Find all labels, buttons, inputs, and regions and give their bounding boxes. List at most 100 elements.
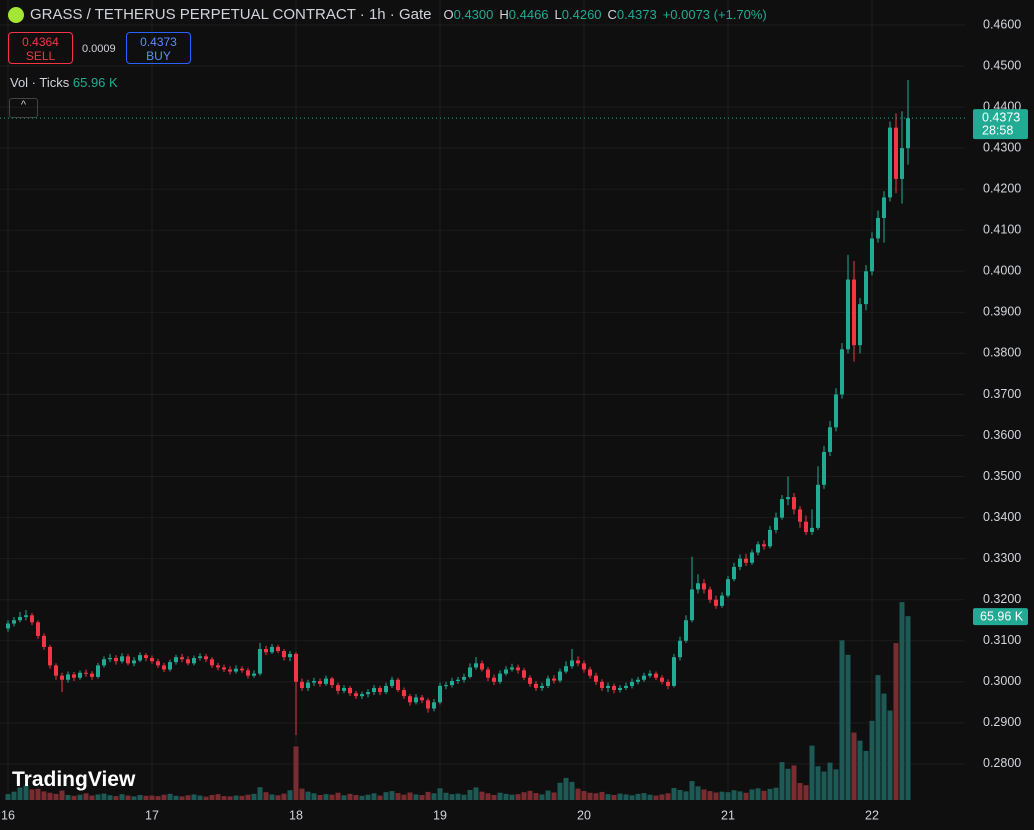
y-tick-label: 0.3000 <box>983 674 1021 688</box>
volume-bar <box>623 794 629 800</box>
volume-bar <box>5 794 11 800</box>
volume-bar <box>293 746 299 800</box>
volume-bar <box>545 790 551 800</box>
candle-body <box>270 646 274 653</box>
candle-body <box>258 648 262 674</box>
candle-body <box>528 677 532 684</box>
volume-bar <box>83 793 89 800</box>
candle-body <box>492 677 496 682</box>
candle-body <box>498 673 502 682</box>
candle-body <box>774 517 778 530</box>
candle-body <box>714 599 718 606</box>
candle-body <box>102 659 106 666</box>
candle-body <box>234 668 238 672</box>
candle-body <box>150 658 154 662</box>
volume-bar <box>329 794 335 800</box>
volume-bar <box>149 795 155 800</box>
y-tick-label: 0.2900 <box>983 715 1021 729</box>
candle-body <box>132 660 136 664</box>
volume-bar <box>731 790 737 800</box>
candle-body <box>426 700 430 709</box>
volume-bar <box>377 795 383 800</box>
y-tick-label: 0.3300 <box>983 551 1021 565</box>
candle-body <box>558 671 562 681</box>
candle-body <box>654 673 658 678</box>
volume-bar <box>473 787 479 800</box>
volume-bar <box>539 794 545 800</box>
candle-body <box>246 670 250 676</box>
volume-bar <box>671 788 677 800</box>
volume-bar <box>29 789 35 800</box>
ohlc-value: 0.4300 <box>453 7 494 22</box>
volume-bar <box>857 740 863 800</box>
candle-body <box>846 279 850 350</box>
candle-body <box>210 659 214 666</box>
candle-body <box>594 675 598 682</box>
candle-body <box>522 670 526 678</box>
candle-body <box>282 651 286 658</box>
volume-bar <box>203 796 209 800</box>
candle-body <box>114 658 118 662</box>
volume-bar <box>527 790 533 800</box>
candle-body <box>186 659 190 664</box>
volume-bar <box>143 795 149 800</box>
volume-bar <box>695 786 701 800</box>
candle-body <box>204 656 208 660</box>
candle-body <box>120 656 124 662</box>
candle-body <box>666 681 670 686</box>
volume-bar <box>383 792 389 800</box>
volume-bar <box>767 788 773 800</box>
volume-bar <box>95 794 101 800</box>
candle-body <box>138 655 142 661</box>
candle-body <box>882 197 886 218</box>
y-tick-label: 0.4300 <box>983 140 1021 154</box>
candle-body <box>438 685 442 703</box>
volume-bar <box>389 791 395 800</box>
ohlc-value: 0.4260 <box>561 7 602 22</box>
sell-button[interactable]: 0.4364 SELL <box>8 32 73 64</box>
y-tick-label: 0.3200 <box>983 592 1021 606</box>
candle-body <box>276 646 280 652</box>
ohlc-key: C <box>607 7 617 22</box>
candle-body <box>216 665 220 668</box>
candle-body <box>192 658 196 664</box>
candle-body <box>144 655 148 659</box>
volume-bar <box>125 795 131 800</box>
y-tick-label: 0.3100 <box>983 633 1021 647</box>
volume-bar <box>191 794 197 800</box>
volume-bar <box>569 781 575 800</box>
y-tick-label: 0.3700 <box>983 387 1021 401</box>
volume-bar <box>137 794 143 800</box>
candle-body <box>66 674 70 680</box>
sell-price: 0.4364 <box>22 35 59 49</box>
volume-bar <box>233 795 239 800</box>
volume-bar <box>407 792 413 800</box>
y-tick-label: 0.4000 <box>983 264 1021 278</box>
spread: 0.0009 <box>82 43 116 55</box>
buy-button[interactable]: 0.4373 BUY <box>126 32 191 64</box>
volume-bar <box>89 795 95 800</box>
volume-bar <box>263 792 269 800</box>
symbol-title[interactable]: GRASS / TETHERUS PERPETUAL CONTRACT · 1h… <box>30 6 432 23</box>
volume-bar <box>77 794 83 800</box>
volume-bar <box>443 792 449 800</box>
candle-body <box>48 646 52 666</box>
candle-body <box>630 681 634 686</box>
volume-bar <box>35 788 41 800</box>
volume-bar <box>419 794 425 800</box>
volume-bar <box>65 794 71 800</box>
candle-body <box>108 658 112 660</box>
candle-body <box>354 693 358 697</box>
collapse-button[interactable]: ^ <box>9 98 38 118</box>
candle-body <box>726 579 730 596</box>
ohlc-value: 0.4466 <box>508 7 549 22</box>
volume-bar <box>833 769 839 800</box>
x-tick-label: 20 <box>577 808 591 822</box>
candle-body <box>552 678 556 681</box>
ohlc-legend: O0.4300 H0.4466 L0.4260 C0.4373 +0.0073 (+1.… <box>437 6 766 23</box>
volume-bar <box>563 777 569 800</box>
candle-body <box>570 660 574 667</box>
candle-body <box>576 660 580 664</box>
candle-body <box>378 687 382 693</box>
candle-body <box>30 615 34 623</box>
